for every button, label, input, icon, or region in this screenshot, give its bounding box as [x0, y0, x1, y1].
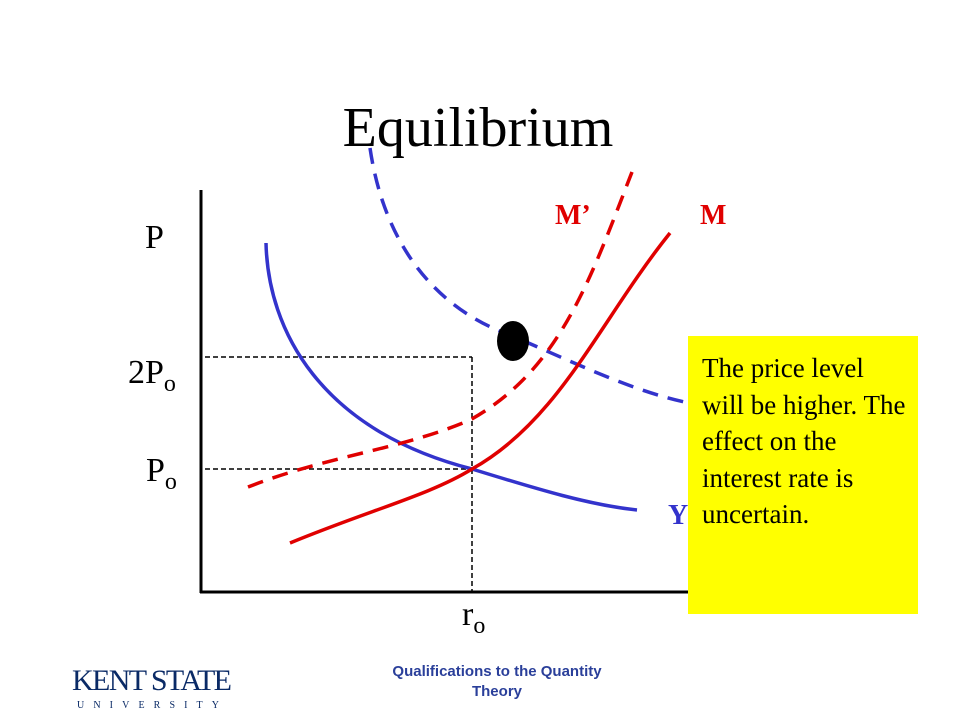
m-curve	[289, 231, 672, 545]
footer-line: Qualifications to the Quantity	[392, 663, 602, 680]
m-prime-curve	[247, 171, 634, 489]
label-base: P	[146, 452, 165, 489]
y-axis-label: P	[145, 219, 164, 256]
rate-label: ro	[462, 596, 485, 639]
footer: Qualifications to the Quantity Theory	[347, 662, 647, 702]
curve-label: Y	[668, 500, 688, 531]
curve-label: M’	[555, 200, 591, 231]
label-base: r	[462, 596, 474, 633]
footer-line: Theory	[471, 683, 522, 700]
label-sub: o	[473, 613, 485, 639]
label-base: 2P	[128, 354, 164, 391]
y-curve	[264, 242, 638, 512]
title: Equilibrium	[343, 97, 614, 159]
label-sub: o	[164, 371, 176, 397]
logo-name: KENT STATE	[72, 664, 232, 697]
level-label: 2Po	[128, 354, 176, 397]
equilibrium-point	[497, 321, 529, 361]
logo-sub: UNIVERSITY	[77, 700, 227, 711]
label-sub: o	[165, 469, 177, 495]
curve-label: M	[700, 200, 726, 231]
callout: The price level will be higher. The effe…	[688, 336, 918, 614]
level-label: Po	[146, 452, 177, 495]
